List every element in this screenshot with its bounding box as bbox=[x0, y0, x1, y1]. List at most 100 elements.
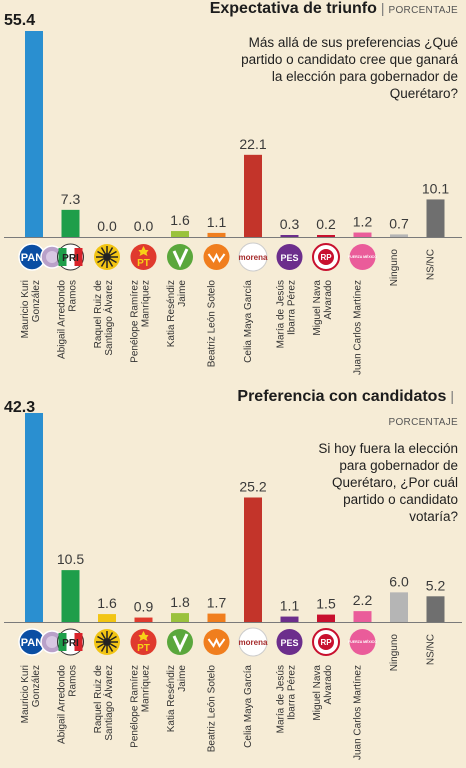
svg-text:morena: morena bbox=[239, 253, 268, 262]
data-label-3: 0.0 bbox=[97, 218, 117, 234]
data-label-5: 1.6 bbox=[170, 212, 190, 228]
data-label-10: 2.2 bbox=[353, 592, 373, 608]
party-logo-pvem bbox=[167, 244, 193, 270]
data-label-2: 10.5 bbox=[57, 551, 84, 567]
candidate-name-3-line-2: Santiago Álvarez bbox=[102, 665, 115, 741]
data-label-3: 1.6 bbox=[97, 595, 117, 611]
candidate-name-10-line-1: Juan Carlos Martínez bbox=[353, 280, 364, 375]
data-label-7: 25.2 bbox=[239, 478, 266, 494]
chart-panel-preferencia: Preferencia con candidatos | PORCENTAJE S… bbox=[0, 384, 466, 768]
chart-title: Expectativa de triunfo bbox=[209, 0, 377, 17]
candidate-name-9-line-2: Alvarado bbox=[323, 665, 334, 705]
svg-text:RP: RP bbox=[320, 253, 332, 262]
data-label-1: 55.4 bbox=[4, 12, 35, 29]
candidate-name-6-line-1: Beatriz León Sotelo bbox=[207, 280, 218, 368]
svg-text:RP: RP bbox=[320, 638, 332, 647]
bar-8 bbox=[280, 235, 299, 237]
candidate-name-3-line-1: Raquel Ruiz de bbox=[93, 665, 104, 734]
data-label-4: 0.9 bbox=[134, 599, 154, 615]
bar-7 bbox=[244, 154, 262, 237]
svg-text:PES: PES bbox=[280, 638, 298, 648]
party-logo-pes: PES bbox=[276, 244, 303, 270]
candidate-name-2-line-1: Abigail Arredondo bbox=[57, 665, 68, 744]
bar-10 bbox=[353, 232, 372, 237]
candidate-name-1-line-1: Mauricio Kuri bbox=[20, 280, 31, 338]
candidate-name-1-line-2: González bbox=[31, 280, 42, 322]
party-logo-morena: morena bbox=[238, 242, 268, 272]
party-logo-mc bbox=[203, 244, 230, 270]
data-label-6: 1.1 bbox=[207, 214, 227, 230]
candidate-name-5-line-2: Jaime bbox=[177, 665, 188, 692]
party-logo-mc bbox=[203, 629, 230, 655]
bar-11 bbox=[390, 234, 408, 237]
candidate-name-8-line-1: María de Jesús bbox=[276, 280, 287, 348]
chart-subtitle-row: PORCENTAJE bbox=[389, 412, 459, 430]
title-separator: | bbox=[380, 0, 385, 16]
bar-chart-preferencia: 42.3 PAN Mauricio Kuri González 10.5 PRI Abiga… bbox=[4, 399, 462, 760]
party-logo-pan: PAN bbox=[18, 628, 64, 656]
candidate-name-5-line-1: Katia Reséndiz bbox=[166, 665, 177, 732]
data-label-11: 6.0 bbox=[389, 573, 409, 589]
party-logo-rp: RP bbox=[312, 243, 340, 271]
bar-5 bbox=[171, 613, 189, 622]
svg-text:PRI: PRI bbox=[62, 253, 79, 264]
svg-text:PAN: PAN bbox=[21, 252, 43, 264]
candidate-name-10-line-1: Juan Carlos Martínez bbox=[353, 665, 364, 760]
bar-9 bbox=[317, 614, 335, 622]
candidate-name-6-line-1: Beatriz León Sotelo bbox=[207, 665, 218, 753]
candidate-name-5-line-2: Jaime bbox=[177, 280, 188, 307]
bar-6 bbox=[207, 613, 226, 622]
candidate-name-9-line-2: Alvarado bbox=[323, 280, 334, 320]
party-logo-pvem bbox=[167, 629, 193, 655]
svg-text:PAN: PAN bbox=[21, 637, 43, 649]
party-logo-rp: RP bbox=[312, 628, 340, 656]
candidate-name-12-line-1: NS/NC bbox=[426, 634, 437, 665]
chart-header: Preferencia con candidatos | bbox=[237, 388, 458, 406]
bar-12 bbox=[426, 596, 445, 622]
data-label-9: 0.2 bbox=[316, 216, 336, 232]
party-logo-pt: PT bbox=[130, 244, 157, 270]
candidate-name-1-line-1: Mauricio Kuri bbox=[20, 665, 31, 723]
party-logo-pes: PES bbox=[276, 629, 303, 655]
candidate-name-12-line-1: NS/NC bbox=[426, 249, 437, 280]
data-label-2: 7.3 bbox=[61, 191, 81, 207]
party-logo-pt: PT bbox=[130, 629, 157, 655]
chart-subtitle: PORCENTAJE bbox=[388, 417, 458, 428]
candidate-name-3-line-1: Raquel Ruiz de bbox=[93, 280, 104, 349]
candidate-name-2-line-2: Ramos bbox=[68, 280, 79, 312]
candidate-name-8-line-1: María de Jesús bbox=[276, 665, 287, 733]
bar-1 bbox=[25, 413, 43, 622]
data-label-4: 0.0 bbox=[134, 218, 154, 234]
bar-2 bbox=[61, 570, 80, 622]
bar-8 bbox=[280, 616, 299, 622]
bar-6 bbox=[207, 232, 226, 237]
bar-11 bbox=[390, 592, 408, 622]
chart-panel-expectativa: Expectativa de triunfo | PORCENTAJE Más al… bbox=[4, 0, 462, 375]
chart-question: Si hoy fuera la elección para gobernador… bbox=[318, 441, 458, 524]
candidate-name-8-line-2: Ibarra Pérez bbox=[287, 665, 298, 720]
chart-subtitle: PORCENTAJE bbox=[388, 5, 458, 16]
candidate-name-4-line-2: Manríquez bbox=[141, 280, 152, 327]
candidate-name-4-line-2: Manríquez bbox=[141, 665, 152, 712]
chart-header: Expectativa de triunfo | PORCENTAJE bbox=[210, 0, 458, 18]
party-logo-pan: PAN bbox=[18, 243, 64, 271]
svg-text:PRI: PRI bbox=[62, 638, 79, 649]
candidate-name-8-line-2: Ibarra Pérez bbox=[287, 280, 298, 335]
svg-text:FUERZA MÉXICO: FUERZA MÉXICO bbox=[348, 639, 377, 644]
data-label-8: 1.1 bbox=[280, 598, 300, 614]
svg-text:morena: morena bbox=[239, 638, 268, 647]
candidate-name-5-line-1: Katia Reséndiz bbox=[166, 280, 177, 347]
bar-7 bbox=[244, 497, 262, 622]
data-label-7: 22.1 bbox=[239, 136, 266, 152]
bar-5 bbox=[171, 231, 189, 237]
candidate-name-11-line-1: Ninguno bbox=[389, 249, 400, 287]
data-label-11: 0.7 bbox=[389, 215, 409, 231]
candidate-name-1-line-2: González bbox=[31, 665, 42, 707]
party-logo-fxm: FUERZA MÉXICO bbox=[348, 244, 377, 270]
candidate-name-4-line-1: Penélope Ramírez bbox=[130, 665, 141, 748]
candidate-name-4-line-1: Penélope Ramírez bbox=[130, 280, 141, 363]
bar-3 bbox=[98, 614, 116, 622]
svg-text:PT: PT bbox=[137, 643, 150, 654]
data-label-12: 5.2 bbox=[426, 577, 446, 593]
bar-chart-expectativa: 55.4 PAN Mauricio Kuri González 7.3 PRI Abigai… bbox=[4, 12, 462, 375]
